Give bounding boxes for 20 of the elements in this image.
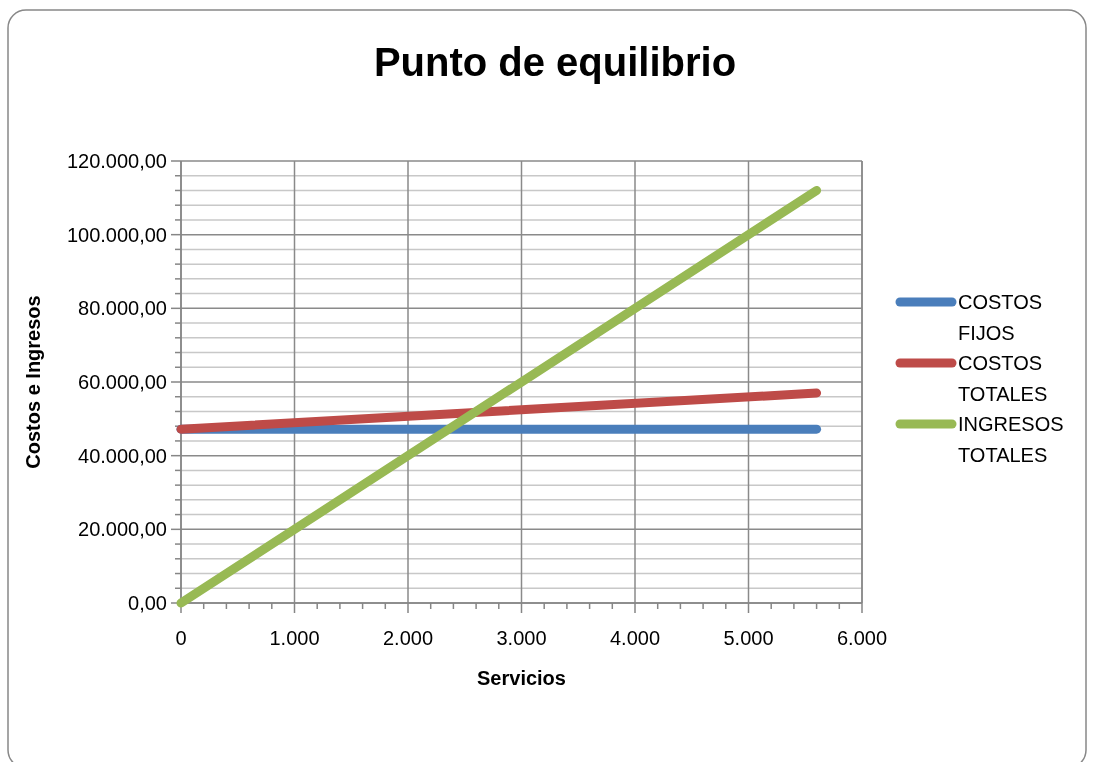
y-tick-label: 60.000,00	[78, 371, 167, 393]
chart-title: Punto de equilibrio	[373, 40, 737, 84]
y-tick-label: 40.000,00	[78, 444, 167, 467]
y-axis-title: Costos e Ingresos	[22, 295, 44, 469]
x-tick-label: 6.000	[836, 627, 888, 649]
y-tick-label: 0,00	[128, 592, 167, 614]
x-tick-label: 5.000	[723, 627, 774, 649]
legend-label: COSTOS FIJOS	[958, 291, 1043, 344]
x-tick-label: 3.000	[496, 627, 547, 649]
x-tick-label: 2.000	[382, 627, 434, 649]
y-tick-label: 80.000,00	[78, 297, 167, 320]
x-tick-label: 1.000	[269, 627, 320, 649]
x-tick-label: 4.000	[609, 627, 661, 649]
y-tick-label: 100.000,00	[66, 223, 167, 246]
legend-label: COSTOS TOTALES	[958, 352, 1048, 405]
x-tick-label: 0	[175, 627, 187, 649]
legend-label: INGRESOS TOTALES	[958, 413, 1064, 466]
y-tick-label: 20.000,00	[78, 518, 167, 541]
x-axis-title: Servicios	[477, 667, 566, 689]
y-tick-label: 120.000,00	[66, 150, 167, 172]
